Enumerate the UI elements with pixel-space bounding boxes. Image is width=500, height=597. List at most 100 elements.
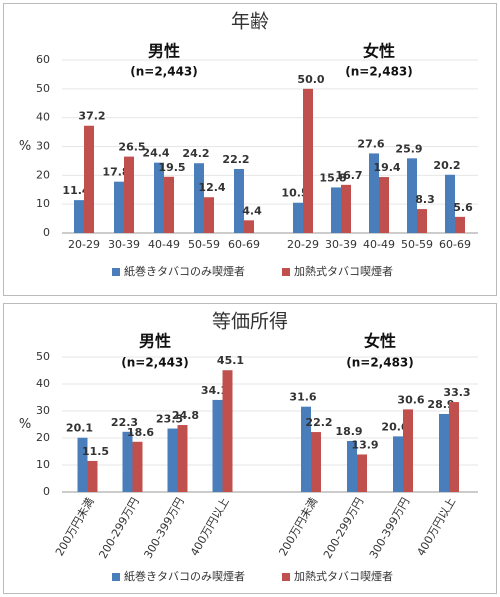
y-tick-label: 20 [36,431,50,444]
value-label: 23.5 [156,413,183,426]
value-label: 25.9 [395,142,422,155]
value-label: 18.9 [335,425,362,438]
value-label: 24.4 [142,147,169,160]
x-tick-label: 50-59 [188,238,220,251]
value-label: 20.1 [66,422,93,435]
y-tick-label: 10 [36,197,50,210]
bar [417,209,427,233]
group-n: (n=2,443) [130,65,198,79]
y-tick-label: 60 [36,53,50,66]
value-label: 5.6 [453,201,473,214]
x-tick-label: 40-49 [148,238,180,251]
y-tick-label: 30 [36,140,50,153]
value-label: 13.9 [351,438,378,451]
value-label: 17.8 [102,166,129,179]
bar [455,216,465,233]
x-tick-label: 200万円未満 [276,496,320,559]
group-n: (n=2,443) [121,356,189,370]
legend-swatch [112,573,120,581]
bar [407,158,417,233]
bar [212,399,223,492]
legend-swatch [112,268,120,276]
bar [177,425,188,492]
legend-swatch [282,573,290,581]
x-tick-label: 60-69 [228,238,260,251]
y-tick-label: 30 [36,404,50,417]
legend-label: 加熱式タバコ喫煙者 [294,570,393,583]
bar [393,436,403,492]
value-label: 20.2 [433,159,460,172]
value-label: 15.8 [319,171,346,184]
x-tick-label: 60-69 [439,238,471,251]
value-label: 34.1 [201,384,228,397]
x-tick-label: 300-399万円 [367,496,412,561]
bar [369,153,379,233]
x-tick-label: 50-59 [401,238,433,251]
y-tick-label: 50 [36,350,50,363]
bar [357,454,367,492]
value-label: 33.3 [443,386,470,399]
value-label: 37.2 [78,110,105,123]
panel-frame [3,3,497,296]
bar [311,432,321,492]
value-label: 24.8 [172,409,199,422]
panel-frame [3,303,497,594]
value-label: 19.4 [373,161,400,174]
bar [439,413,449,492]
bar [114,181,124,233]
bar [403,409,413,492]
x-tick-label: 200万円未満 [53,496,97,559]
x-tick-label: 300-399万円 [141,496,186,561]
x-tick-label: 30-39 [108,238,140,251]
bar [347,440,357,492]
x-tick-label: 400万円以上 [188,496,232,559]
bar [167,428,178,492]
x-tick-label: 400万円以上 [414,496,458,559]
x-tick-label: 20-29 [287,238,319,251]
value-label: 4.4 [242,204,262,217]
group-label: 男性 [139,332,171,351]
bar [449,402,459,492]
bar [303,88,313,233]
bar [445,174,455,233]
value-label: 24.2 [182,147,209,160]
group-n: (n=2,483) [345,65,413,79]
value-label: 45.1 [217,354,244,367]
value-label: 22.3 [111,416,138,429]
value-label: 50.0 [297,73,324,86]
y-tick-label: 40 [36,377,50,390]
group-n: (n=2,483) [346,356,414,370]
bar [122,431,133,492]
bar [164,176,174,233]
bar [341,184,351,233]
value-label: 12.4 [198,181,225,194]
legend-swatch [282,268,290,276]
bar [124,156,134,233]
bar [379,177,389,233]
value-label: 20.6 [381,420,408,433]
x-tick-label: 200-299万円 [321,496,366,561]
bar [244,220,254,233]
y-tick-label: 20 [36,168,50,181]
chart-title: 等価所得 [212,311,288,333]
y-axis-label: % [19,417,31,432]
x-tick-label: 200-299万円 [96,496,141,561]
value-label: 19.5 [158,161,185,174]
y-tick-label: 40 [36,111,50,124]
bar [293,202,303,233]
legend-label: 加熱式タバコ喫煙者 [294,265,393,278]
y-tick-label: 0 [43,485,50,498]
value-label: 31.6 [289,391,316,404]
value-label: 28.9 [427,398,454,411]
bar [222,370,233,492]
group-label: 女性 [364,332,396,351]
value-label: 16.7 [335,169,362,182]
x-tick-label: 30-39 [325,238,357,251]
value-label: 26.5 [118,141,145,154]
x-tick-label: 20-29 [68,238,100,251]
bar [77,437,88,492]
group-label: 男性 [148,42,180,61]
bar [84,125,94,233]
bar [331,187,341,233]
